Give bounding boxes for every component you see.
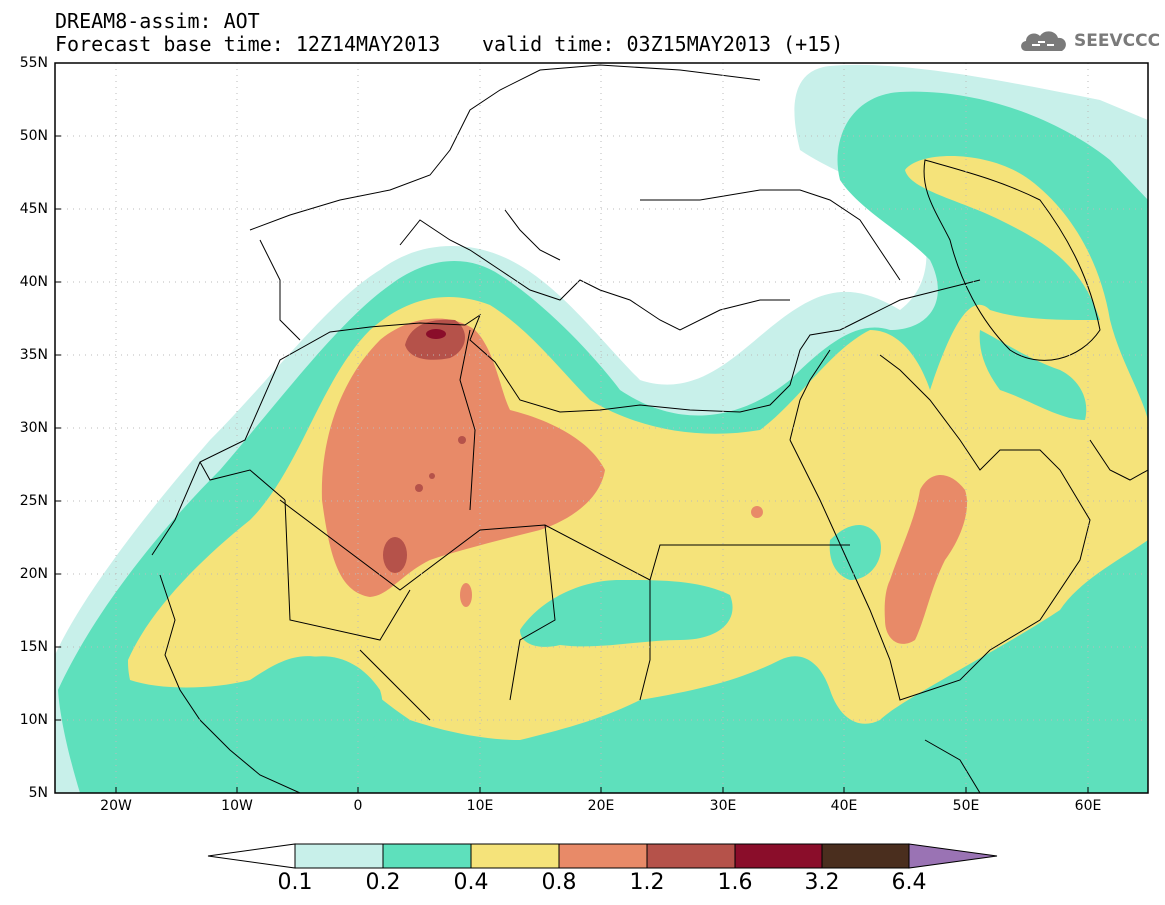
seevccc-logo: SEEVCCC: [1018, 24, 1160, 58]
aot-shading: [55, 63, 1148, 793]
lat-label: 25N: [19, 493, 48, 509]
colorbar-label: 1.2: [629, 870, 665, 895]
colorbar-label: 6.4: [891, 870, 927, 895]
lat-label: 15N: [19, 639, 48, 655]
coastlines: [151, 64, 1148, 793]
lon-label: 20W: [100, 798, 132, 814]
lat-label: 40N: [19, 274, 48, 290]
colorbar-bin-0.2: [382, 843, 472, 869]
colorbar-label: 0.8: [541, 870, 577, 895]
colorbar-label: 3.2: [804, 870, 840, 895]
aot-contour-1.2: [405, 319, 466, 360]
lon-label: 50E: [952, 798, 980, 814]
lat-label: 20N: [19, 566, 48, 582]
colorbar-over-arrow: [908, 843, 998, 869]
map-title: DREAM8-assim: AOT: [55, 9, 260, 33]
lon-label: 60E: [1074, 798, 1102, 814]
aot-contour-0.8-arabia: [884, 475, 968, 644]
colorbar-bin-3.2: [821, 843, 910, 869]
lon-label: 0: [353, 798, 363, 814]
colorbar-bin-0.1: [294, 843, 384, 869]
lon-label: 30E: [709, 798, 737, 814]
lon-label: 40E: [830, 798, 858, 814]
aot-contour-1.6: [426, 329, 446, 339]
colorbar-label: 1.6: [717, 870, 753, 895]
lon-label: 10W: [221, 798, 253, 814]
lat-label: 55N: [19, 55, 48, 71]
cloud-icon: [1021, 31, 1066, 51]
axis-ticks: [55, 135, 1089, 793]
colorbar-bin-0.4: [470, 843, 560, 869]
lat-label: 50N: [19, 128, 48, 144]
lat-label: 30N: [19, 420, 48, 436]
lon-label: 20E: [587, 798, 615, 814]
graticule: [55, 63, 1148, 793]
lat-label: 10N: [19, 712, 48, 728]
valid-time: valid time: 03Z15MAY2013 (+15): [482, 32, 844, 56]
colorbar-label: 0.2: [365, 870, 401, 895]
colorbar-label: 0.4: [453, 870, 489, 895]
lon-label: 10E: [466, 798, 494, 814]
colorbar: [207, 843, 998, 869]
aot-contour-0.8: [321, 318, 605, 597]
forecast-base-time: Forecast base time: 12Z14MAY2013: [55, 32, 441, 56]
colorbar-bin-1.6: [734, 843, 823, 869]
colorbar-bin-0.8: [558, 843, 648, 869]
colorbar-label: 0.1: [277, 870, 313, 895]
lat-label: 35N: [19, 347, 48, 363]
logo-text: SEEVCCC: [1074, 31, 1161, 51]
lat-label: 5N: [28, 785, 48, 801]
lat-label: 45N: [19, 201, 48, 217]
colorbar-under-arrow: [207, 843, 296, 869]
colorbar-bin-1.2: [646, 843, 736, 869]
